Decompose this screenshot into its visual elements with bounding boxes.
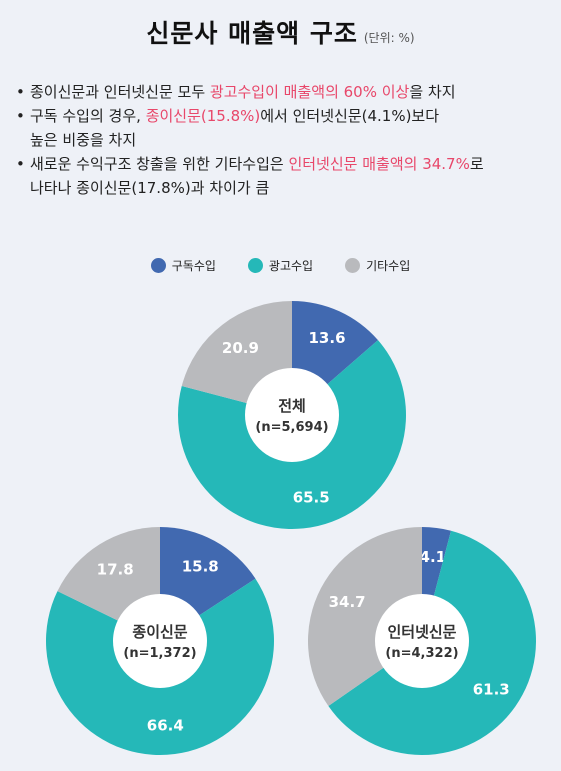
legend-label: 기타수입 bbox=[366, 259, 411, 273]
slice-value-label: 65.5 bbox=[293, 488, 330, 506]
slice-value-label: 66.4 bbox=[147, 716, 184, 734]
bullet-item: 구독 수입의 경우, 종이신문(15.8%)에서 인터넷신문(4.1%)보다 bbox=[16, 104, 556, 128]
slice-value-label: 4.1 bbox=[420, 548, 447, 566]
donut-center-count: (n=5,694) bbox=[255, 420, 328, 435]
donut-chart: 15.8 66.4 17.8 종이신문 (n=1,372) bbox=[46, 527, 275, 756]
slice-value-label: 17.8 bbox=[97, 560, 134, 578]
donut-center-title: 인터넷신문 bbox=[387, 623, 456, 641]
donut-hole bbox=[245, 368, 339, 462]
summary-bullets: 종이신문과 인터넷신문 모두 광고수입이 매출액의 60% 이상을 차지구독 수… bbox=[16, 80, 556, 200]
bullet-highlight: 인터넷신문 매출액의 34.7% bbox=[288, 155, 470, 173]
legend-item: 구독수입 bbox=[150, 257, 216, 274]
bullet-text: 을 차지 bbox=[409, 83, 456, 101]
bullet-text: 새로운 수익구조 창출을 위한 기타수입은 bbox=[30, 155, 289, 173]
legend-label: 구독수입 bbox=[171, 259, 216, 273]
bullet-continuation: 높은 비중을 차지 bbox=[16, 128, 556, 152]
bullet-continuation: 나타나 종이신문(17.8%)과 차이가 큼 bbox=[16, 176, 556, 200]
legend-swatch bbox=[247, 258, 263, 273]
donut-hole bbox=[375, 594, 469, 688]
slice-value-label: 34.7 bbox=[329, 593, 366, 611]
bullet-text: 높은 비중을 차지 bbox=[30, 131, 137, 149]
legend-label: 광고수입 bbox=[268, 259, 314, 273]
donut-center-count: (n=1,372) bbox=[123, 646, 196, 661]
slice-value-label: 15.8 bbox=[182, 558, 219, 576]
donut-center-count: (n=4,322) bbox=[385, 646, 458, 661]
bullet-text: 종이신문과 인터넷신문 모두 bbox=[30, 83, 210, 101]
donut-slice bbox=[308, 527, 422, 707]
bullet-text: 에서 인터넷신문(4.1%)보다 bbox=[260, 107, 440, 125]
legend-swatch bbox=[345, 258, 361, 273]
legend-item: 광고수입 bbox=[247, 257, 314, 274]
chart-header: 신문사 매출액 구조 (단위: %) bbox=[0, 14, 561, 50]
slice-value-label: 20.9 bbox=[222, 339, 259, 357]
donut-center-title: 종이신문 bbox=[132, 623, 187, 641]
legend-swatch bbox=[150, 258, 166, 273]
donut-chart: 4.1 61.3 34.7 인터넷신문 (n=4,322) bbox=[308, 527, 536, 755]
bullet-text: 나타나 종이신문(17.8%)과 차이가 큼 bbox=[30, 179, 270, 197]
chart-title: 신문사 매출액 구조 bbox=[146, 19, 358, 48]
donut-center-title: 전체 bbox=[278, 397, 306, 415]
slice-value-label: 61.3 bbox=[473, 680, 510, 698]
bullet-item: 새로운 수익구조 창출을 위한 기타수입은 인터넷신문 매출액의 34.7%로 bbox=[16, 152, 556, 176]
slice-value-label: 13.6 bbox=[309, 329, 346, 347]
legend-item: 기타수입 bbox=[345, 257, 410, 274]
donut-chart: 13.6 65.5 20.9 전체 (n=5,694) bbox=[178, 301, 407, 529]
bullet-text: 구독 수입의 경우, bbox=[30, 107, 146, 125]
unit-note: (단위: %) bbox=[363, 31, 415, 45]
chart-legend: 구독수입 광고수입 기타수입 bbox=[0, 257, 561, 274]
bullet-highlight: 종이신문(15.8%) bbox=[145, 107, 261, 125]
bullet-text: 로 bbox=[469, 155, 484, 173]
bullet-highlight: 광고수입이 매출액의 60% 이상 bbox=[209, 83, 410, 101]
donut-hole bbox=[113, 594, 207, 688]
bullet-item: 종이신문과 인터넷신문 모두 광고수입이 매출액의 60% 이상을 차지 bbox=[16, 80, 556, 104]
